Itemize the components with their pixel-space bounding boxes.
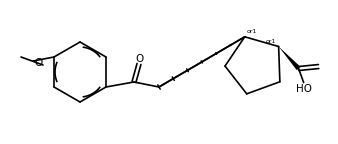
Text: or1: or1 <box>247 29 257 34</box>
Text: O: O <box>34 58 42 68</box>
Text: or1: or1 <box>265 39 276 43</box>
Text: O: O <box>136 54 144 64</box>
Polygon shape <box>279 47 300 70</box>
Text: HO: HO <box>296 84 312 94</box>
